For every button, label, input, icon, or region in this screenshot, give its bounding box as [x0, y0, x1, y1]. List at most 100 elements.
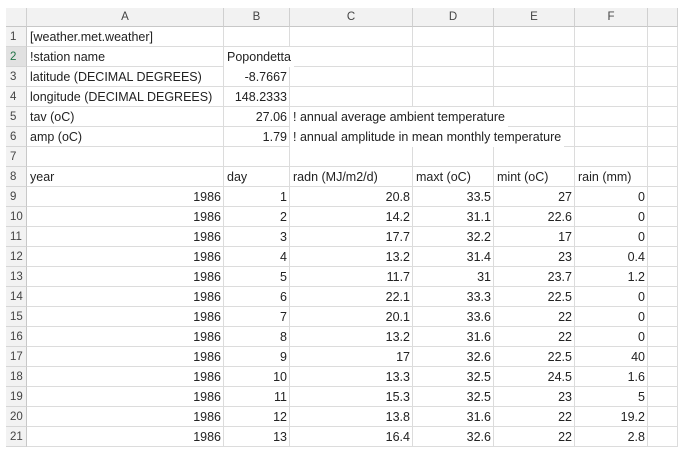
cell[interactable]: 32.2 — [466, 230, 491, 244]
cell[interactable]: radn (MJ/m2/d) — [293, 170, 378, 184]
cell[interactable]: 13.3 — [385, 370, 410, 384]
cell[interactable]: 5 — [638, 390, 645, 404]
cell[interactable]: 31.6 — [466, 330, 491, 344]
cell[interactable]: 0 — [638, 210, 645, 224]
row-number[interactable]: 6 — [6, 127, 27, 147]
cell[interactable]: Popondetta — [224, 47, 294, 67]
cell[interactable]: 22 — [558, 310, 572, 324]
column-header[interactable]: D — [413, 8, 494, 27]
cell[interactable]: 22 — [558, 410, 572, 424]
cell[interactable]: 27 — [558, 190, 572, 204]
row-number[interactable]: 14 — [6, 287, 27, 307]
cell[interactable]: amp (oC) — [30, 130, 83, 144]
column-header[interactable]: E — [494, 8, 575, 27]
cell[interactable]: 10 — [273, 370, 287, 384]
cell[interactable]: 13.8 — [385, 410, 410, 424]
column-header[interactable]: B — [224, 8, 290, 27]
cell[interactable]: latitude (DECIMAL DEGREES) — [30, 70, 202, 84]
cell[interactable]: 23.7 — [547, 270, 572, 284]
cell[interactable]: 4 — [280, 250, 287, 264]
cell[interactable]: 1986 — [193, 290, 221, 304]
row-number[interactable]: 9 — [6, 187, 27, 207]
cell[interactable]: 1986 — [193, 250, 221, 264]
cell[interactable]: 27.06 — [255, 110, 287, 124]
cell[interactable]: 2.8 — [627, 430, 645, 444]
cell[interactable]: tav (oC) — [30, 110, 75, 124]
cell[interactable]: 15.3 — [385, 390, 410, 404]
cell[interactable]: 1986 — [193, 410, 221, 424]
row-number[interactable]: 3 — [6, 67, 27, 87]
cell[interactable]: 33.3 — [466, 290, 491, 304]
cell[interactable]: 23 — [558, 250, 572, 264]
cell[interactable]: 16.4 — [385, 430, 410, 444]
row-number[interactable]: 11 — [6, 227, 27, 247]
cell[interactable]: 12 — [273, 410, 287, 424]
row-number[interactable]: 1 — [6, 27, 27, 47]
cell[interactable]: maxt (oC) — [416, 170, 471, 184]
cell[interactable]: 31.6 — [466, 410, 491, 424]
row-number[interactable]: 13 — [6, 267, 27, 287]
cell[interactable]: 33.5 — [466, 190, 491, 204]
cell[interactable]: 0 — [638, 290, 645, 304]
cell[interactable]: 0.4 — [627, 250, 645, 264]
cell[interactable]: 6 — [280, 290, 287, 304]
cell[interactable]: 8 — [280, 330, 287, 344]
row-number[interactable]: 17 — [6, 347, 27, 367]
cell[interactable]: !station name — [30, 50, 106, 64]
cell[interactable]: 13.2 — [385, 330, 410, 344]
cell[interactable]: 1986 — [193, 350, 221, 364]
cell[interactable]: 1986 — [193, 370, 221, 384]
cell[interactable]: 33.6 — [466, 310, 491, 324]
cell[interactable]: 31.1 — [466, 210, 491, 224]
cell[interactable]: 7 — [280, 310, 287, 324]
cell[interactable]: 23 — [558, 390, 572, 404]
cell[interactable]: 22.1 — [385, 290, 410, 304]
row-number[interactable]: 20 — [6, 407, 27, 427]
cell[interactable]: 31.4 — [466, 250, 491, 264]
cell[interactable]: 14.2 — [385, 210, 410, 224]
cell[interactable]: 2 — [280, 210, 287, 224]
cell[interactable]: 32.6 — [466, 430, 491, 444]
row-number[interactable]: 8 — [6, 167, 27, 187]
row-number[interactable]: 18 — [6, 367, 27, 387]
row-number[interactable]: 21 — [6, 427, 27, 447]
cell[interactable]: 17 — [558, 230, 572, 244]
cell[interactable]: mint (oC) — [497, 170, 549, 184]
cell[interactable]: 13 — [273, 430, 287, 444]
cell[interactable]: 32.5 — [466, 370, 491, 384]
cell[interactable]: 17.7 — [385, 230, 410, 244]
cell[interactable]: 31 — [477, 270, 491, 284]
cell[interactable]: 1986 — [193, 190, 221, 204]
cell[interactable]: longitude (DECIMAL DEGREES) — [30, 90, 213, 104]
row-number[interactable]: 2 — [6, 47, 27, 67]
cell[interactable]: 17 — [396, 350, 410, 364]
column-header[interactable] — [648, 8, 678, 27]
row-number[interactable]: 7 — [6, 147, 27, 167]
cell[interactable]: 1986 — [193, 310, 221, 324]
cell[interactable]: 19.2 — [620, 410, 645, 424]
cell[interactable]: rain (mm) — [578, 170, 632, 184]
row-number[interactable]: 5 — [6, 107, 27, 127]
cell[interactable]: 20.8 — [385, 190, 410, 204]
cell[interactable]: 20.1 — [385, 310, 410, 324]
row-number[interactable]: 19 — [6, 387, 27, 407]
cell[interactable]: year — [30, 170, 55, 184]
column-header[interactable]: F — [575, 8, 648, 27]
cell[interactable]: 0 — [638, 310, 645, 324]
cell[interactable]: 1.6 — [627, 370, 645, 384]
cell[interactable]: 0 — [638, 190, 645, 204]
cell[interactable]: 32.6 — [466, 350, 491, 364]
cell[interactable]: 1986 — [193, 230, 221, 244]
cell[interactable]: 22 — [558, 430, 572, 444]
column-header[interactable]: A — [27, 8, 224, 27]
cell[interactable]: 22 — [558, 330, 572, 344]
cell[interactable]: 1.79 — [262, 130, 287, 144]
cell[interactable]: 1.2 — [627, 270, 645, 284]
cell[interactable]: 11.7 — [386, 270, 410, 284]
row-number[interactable]: 15 — [6, 307, 27, 327]
cell[interactable]: 1986 — [193, 430, 221, 444]
column-header[interactable]: C — [290, 8, 413, 27]
row-number[interactable]: 4 — [6, 87, 27, 107]
cell[interactable]: -8.7667 — [244, 70, 287, 84]
cell[interactable]: 148.2333 — [234, 90, 287, 104]
